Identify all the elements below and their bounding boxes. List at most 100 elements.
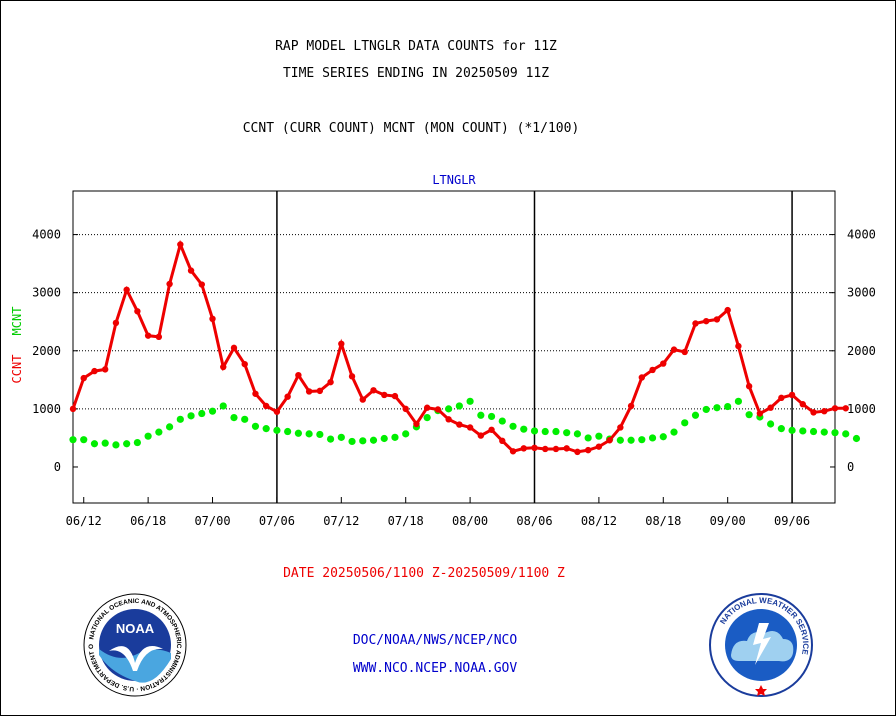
data-point-ccnt	[509, 448, 517, 455]
data-point-mcnt	[477, 411, 485, 419]
data-point-ccnt	[627, 402, 635, 410]
data-point-mcnt	[487, 412, 496, 421]
data-point-ccnt	[112, 319, 120, 327]
data-point-mcnt	[842, 430, 850, 438]
data-point-mcnt	[208, 407, 217, 415]
data-point-ccnt	[745, 383, 753, 390]
data-point-ccnt	[295, 371, 302, 379]
data-point-mcnt	[809, 427, 818, 436]
x-tick-label: 07/00	[194, 514, 230, 528]
date-range-label: DATE 20250506/1100 Z-20250509/1100 Z	[283, 566, 565, 581]
data-point-mcnt	[380, 434, 388, 443]
y-axis-left-ticks: 0 1000 2000 3000 4000	[32, 228, 61, 474]
x-tick-label: 07/12	[323, 514, 359, 528]
day-boundary-lines	[276, 191, 793, 503]
data-point-ccnt	[821, 408, 828, 415]
data-point-mcnt	[670, 428, 678, 436]
data-point-ccnt	[638, 374, 646, 381]
y-label-mcnt: MCNT	[10, 307, 24, 336]
data-point-ccnt	[466, 424, 474, 431]
data-point-mcnt	[799, 427, 807, 435]
data-point-mcnt	[691, 411, 700, 419]
data-point-mcnt	[251, 422, 260, 430]
x-axis-ticks: 06/12 06/18 07/00 07/06 07/12 07/18 08/00 08/06…	[66, 497, 810, 528]
y-tick-label: 2000	[32, 344, 61, 358]
x-tick-label: 08/18	[645, 514, 681, 528]
data-point-ccnt	[359, 396, 366, 403]
data-point-mcnt	[402, 430, 410, 438]
data-point-mcnt	[831, 429, 839, 437]
data-point-mcnt	[165, 423, 174, 431]
data-point-ccnt	[187, 267, 195, 274]
data-point-mcnt	[541, 427, 549, 436]
data-point-ccnt	[284, 393, 291, 400]
data-point-ccnt	[681, 348, 688, 356]
data-point-ccnt	[252, 390, 259, 397]
data-point-mcnt	[638, 436, 646, 444]
data-point-ccnt	[649, 366, 656, 374]
data-point-ccnt	[123, 286, 130, 293]
data-point-mcnt	[273, 426, 281, 434]
y-tick-label: 0	[847, 460, 854, 474]
data-point-mcnt	[144, 432, 152, 440]
data-point-mcnt	[595, 432, 603, 440]
data-point-mcnt	[724, 402, 732, 411]
data-point-mcnt	[101, 439, 109, 447]
data-point-mcnt	[391, 433, 399, 441]
data-point-mcnt	[284, 427, 292, 436]
data-point-mcnt	[573, 430, 582, 438]
data-point-ccnt	[338, 340, 345, 348]
x-tick-label: 07/06	[259, 514, 295, 528]
data-point-mcnt	[112, 441, 120, 449]
data-point-ccnt	[91, 367, 98, 375]
data-point-mcnt	[241, 415, 249, 423]
data-point-ccnt	[670, 346, 678, 353]
data-point-mcnt	[305, 430, 313, 438]
data-point-ccnt	[799, 401, 807, 408]
data-point-ccnt	[788, 391, 796, 399]
data-point-mcnt	[80, 436, 88, 444]
data-point-mcnt	[348, 437, 356, 446]
data-point-mcnt	[445, 405, 453, 413]
data-point-ccnt	[402, 405, 409, 413]
y-label-ccnt: CCNT	[10, 355, 24, 384]
data-point-ccnt	[316, 387, 324, 395]
data-point-mcnt	[509, 422, 517, 430]
data-point-mcnt	[788, 426, 796, 434]
noaa-logo-text: NOAA	[116, 621, 155, 636]
data-point-ccnt	[842, 405, 849, 412]
data-point-ccnt	[177, 241, 184, 248]
data-point-ccnt	[531, 444, 538, 452]
y-axis-right-ticks: 0 1000 2000 3000 4000	[847, 228, 876, 474]
data-point-ccnt	[381, 391, 388, 399]
x-tick-label: 08/12	[581, 514, 617, 528]
data-point-ccnt	[692, 320, 699, 327]
grid-lines	[73, 234, 835, 468]
nws-logo: NATIONAL WEATHER SERVICE	[709, 593, 813, 697]
data-point-mcnt	[563, 429, 571, 437]
data-point-ccnt	[241, 360, 248, 368]
x-tick-label: 08/06	[516, 514, 552, 528]
data-point-ccnt	[445, 416, 452, 423]
data-point-ccnt	[563, 445, 570, 452]
data-point-ccnt	[80, 374, 87, 382]
data-point-mcnt	[176, 415, 184, 423]
data-point-mcnt	[316, 430, 324, 439]
data-point-mcnt	[262, 425, 270, 433]
data-point-ccnt	[617, 424, 624, 431]
data-point-ccnt	[155, 333, 163, 341]
data-point-mcnt	[852, 434, 861, 443]
url-label: WWW.NCO.NCEP.NOAA.GOV	[352, 661, 518, 676]
data-point-mcnt	[155, 428, 163, 436]
data-point-ccnt	[209, 315, 216, 323]
data-point-ccnt	[144, 332, 152, 339]
y-tick-label: 3000	[847, 286, 876, 300]
data-point-mcnt	[584, 434, 592, 442]
data-point-mcnt	[627, 436, 635, 444]
title-line-2: TIME SERIES ENDING IN 20250509 11Z	[282, 66, 550, 81]
data-point-mcnt	[767, 420, 775, 428]
y-tick-label: 1000	[32, 402, 61, 416]
data-point-mcnt	[702, 405, 710, 414]
data-point-ccnt	[456, 421, 463, 428]
